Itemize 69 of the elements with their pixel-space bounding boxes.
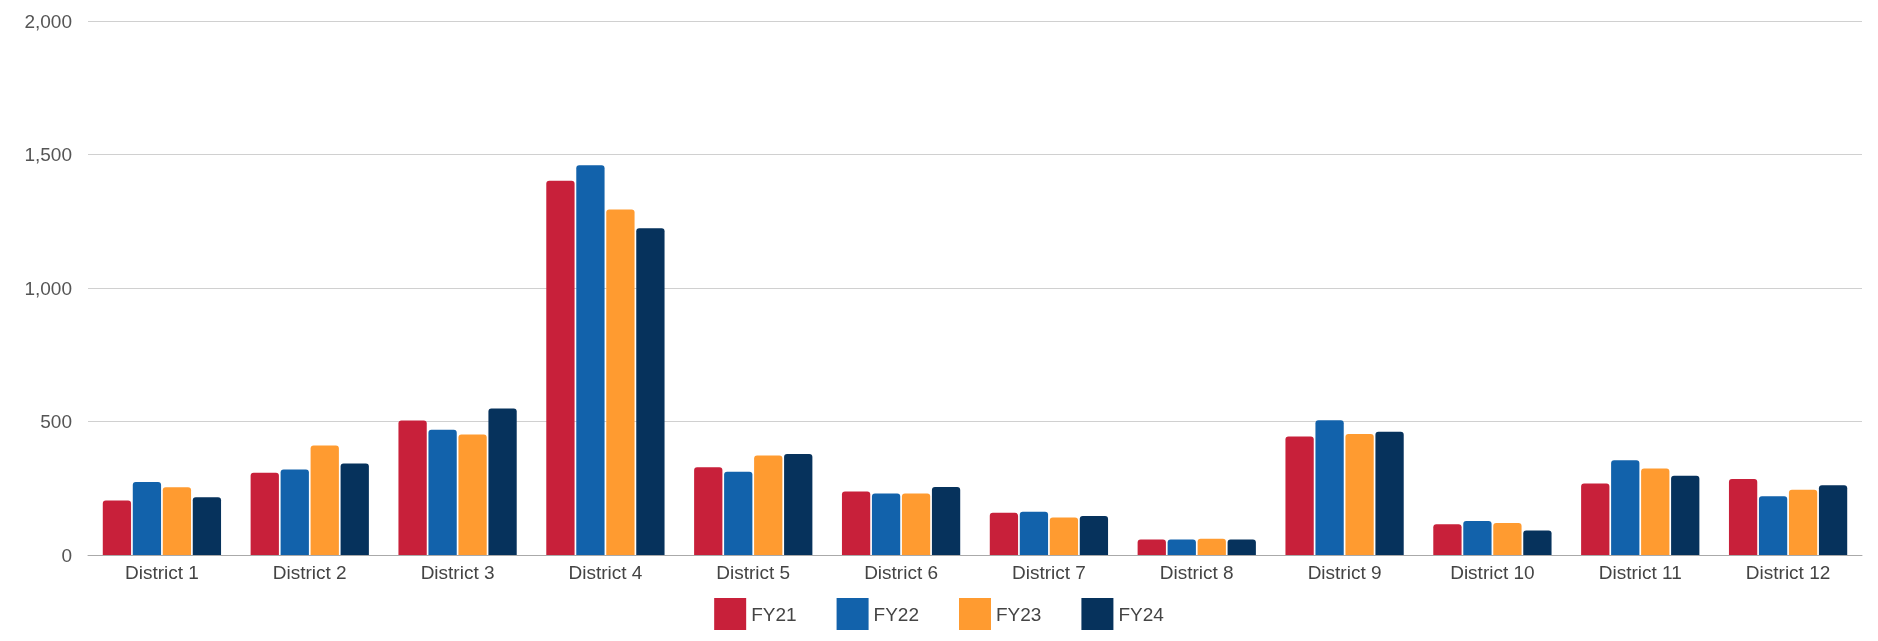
bar <box>1433 524 1462 555</box>
bar <box>1227 539 1256 555</box>
x-tick-label: District 12 <box>1745 562 1831 583</box>
bar <box>280 469 309 555</box>
bar <box>162 487 192 555</box>
bar <box>724 471 753 555</box>
bar <box>1315 420 1344 555</box>
bar <box>841 491 871 555</box>
bar <box>1197 538 1226 555</box>
bar <box>1818 485 1848 555</box>
bar <box>488 408 517 555</box>
bar <box>1758 496 1788 555</box>
x-tick-label: District 1 <box>124 562 199 583</box>
bar <box>576 165 605 555</box>
bar <box>1581 483 1610 555</box>
y-tick-label: 0 <box>61 544 72 566</box>
bar <box>1285 436 1314 555</box>
legend-label: FY24 <box>1118 603 1165 625</box>
bar <box>1671 475 1700 555</box>
legend-label: FY21 <box>751 603 797 625</box>
bar <box>931 486 961 555</box>
y-tick-label: 2,000 <box>24 10 72 32</box>
bar <box>398 420 427 555</box>
y-tick-label: 500 <box>40 411 72 432</box>
bar <box>1523 530 1552 555</box>
bar <box>1463 521 1492 555</box>
bar <box>1019 511 1049 555</box>
bar <box>1788 489 1818 555</box>
bar <box>606 209 635 555</box>
bar <box>192 497 222 555</box>
bar <box>871 493 901 555</box>
x-tick-label: District 5 <box>716 562 791 583</box>
bar <box>636 228 665 555</box>
bar <box>901 493 931 555</box>
bar <box>694 467 723 555</box>
bar <box>1611 460 1640 555</box>
bar <box>1375 431 1404 555</box>
bar <box>102 500 132 555</box>
bar <box>784 454 813 555</box>
bar <box>250 472 279 555</box>
bar <box>1137 539 1166 555</box>
y-tick-label: 1,000 <box>24 277 72 299</box>
x-tick-label: District 7 <box>1011 562 1086 583</box>
bar <box>754 455 783 555</box>
bar <box>428 429 457 555</box>
bar <box>1493 522 1522 555</box>
x-tick-label: District 11 <box>1598 562 1682 583</box>
legend-label: FY23 <box>996 603 1042 625</box>
y-tick-label: 1,500 <box>24 144 72 165</box>
x-tick-label: District 4 <box>568 562 643 583</box>
bar <box>989 512 1019 555</box>
bar <box>1345 434 1374 555</box>
x-tick-label: District 2 <box>272 562 347 583</box>
bar <box>1049 517 1079 555</box>
x-tick-label: District 3 <box>420 562 495 583</box>
x-tick-label: District 9 <box>1307 562 1382 583</box>
bar <box>310 445 339 555</box>
bar <box>546 180 575 555</box>
bar <box>1728 478 1758 555</box>
bar <box>340 463 369 555</box>
legend-label: FY22 <box>873 603 920 625</box>
x-tick-label: District 8 <box>1159 562 1234 583</box>
x-tick-label: District 6 <box>864 562 939 583</box>
bar <box>1079 516 1109 555</box>
bar <box>132 482 162 555</box>
x-tick-label: District 10 <box>1450 562 1535 583</box>
bar <box>1641 468 1670 555</box>
bar <box>458 434 487 555</box>
bar <box>1167 539 1196 555</box>
